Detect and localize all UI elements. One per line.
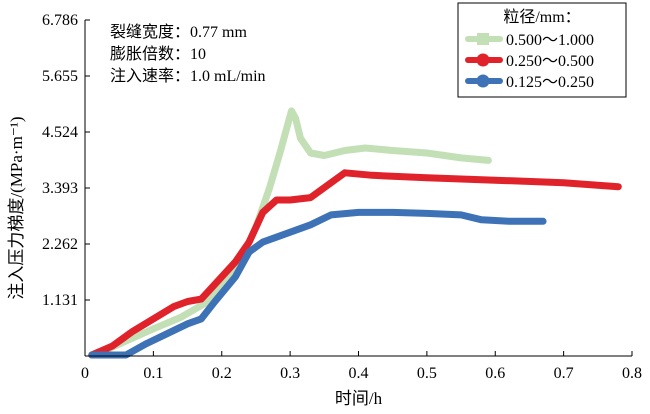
legend-title: 粒径/mm： bbox=[503, 8, 580, 26]
y-axis-title: 注入压力梯度/(MPa·m⁻¹) bbox=[7, 116, 26, 299]
axes: 0 0.1 0.2 0.3 0.4 0.5 0.6 0.7 0.8 1.131 2.262 3.393… bbox=[7, 12, 642, 408]
x-tick-label: 0.1 bbox=[143, 365, 163, 382]
annotation-group: 裂缝宽度：0.77 mm 膨胀倍数：10 注入速率：1.0 mL/min bbox=[110, 23, 266, 85]
y-tick-label: 2.262 bbox=[42, 236, 78, 253]
legend-label: 0.125～0.250 bbox=[506, 74, 594, 91]
y-tick-label: 5.655 bbox=[42, 68, 78, 85]
legend-marker bbox=[476, 53, 490, 67]
series-line-1 bbox=[88, 107, 492, 359]
annotation-text: 注入速率：1.0 mL/min bbox=[110, 67, 266, 85]
x-tick-label: 0.7 bbox=[554, 365, 574, 382]
legend-label: 0.250～0.500 bbox=[506, 53, 594, 70]
legend-marker bbox=[476, 74, 490, 88]
annotation-text: 裂缝宽度：0.77 mm bbox=[110, 23, 247, 41]
y-tick-label: 4.524 bbox=[42, 124, 78, 141]
x-tick-label: 0.6 bbox=[485, 365, 505, 382]
x-tick-label: 0.8 bbox=[622, 365, 642, 382]
x-tick-label: 0.4 bbox=[349, 365, 369, 382]
x-tick-label: 0.2 bbox=[212, 365, 232, 382]
legend: 粒径/mm： 0.500～1.000 0.250～0.500 0.125～0.250 bbox=[457, 2, 627, 98]
y-tick-label: 1.131 bbox=[42, 292, 78, 309]
x-tick-label: 0.3 bbox=[280, 365, 300, 382]
x-tick-label: 0.5 bbox=[417, 365, 437, 382]
series-line-3 bbox=[88, 208, 547, 359]
legend-label: 0.500～1.000 bbox=[506, 32, 594, 49]
series-line-2 bbox=[88, 169, 622, 359]
x-axis-title: 时间/h bbox=[335, 389, 383, 408]
y-tick-label: 3.393 bbox=[42, 180, 78, 197]
x-tick-label: 0 bbox=[81, 365, 89, 382]
legend-marker bbox=[477, 33, 489, 45]
y-tick-label: 6.786 bbox=[42, 12, 78, 29]
plot-lines bbox=[88, 107, 622, 359]
annotation-text: 膨胀倍数：10 bbox=[110, 45, 206, 63]
